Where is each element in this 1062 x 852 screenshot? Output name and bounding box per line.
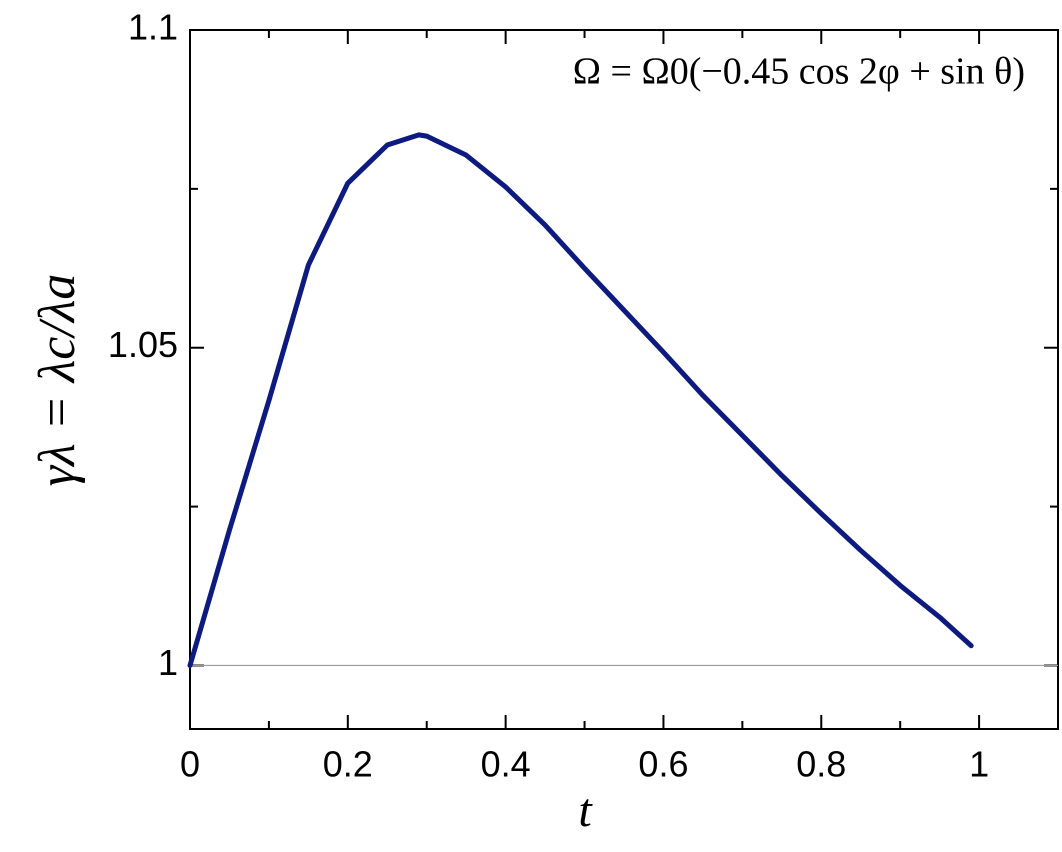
plot-frame [189, 29, 1059, 730]
x-tick-label: 0.8 [796, 744, 846, 785]
annotation: Ω = Ω0(−0.45 cos 2φ + sin θ) [573, 51, 1025, 93]
x-tick-label: 0.6 [638, 744, 688, 785]
x-tick-label: 0.2 [323, 744, 373, 785]
x-tick-label: 0 [180, 744, 200, 785]
data-line [187, 132, 974, 668]
y-tick-label: 1 [158, 642, 178, 683]
y-tick-label: 1.1 [128, 7, 178, 48]
x-axis-label: t [578, 784, 593, 837]
x-tick-label: 0.4 [481, 744, 531, 785]
y-axis-label: γλ = λc/λa [29, 274, 86, 487]
x-tick-label: 1 [969, 744, 989, 785]
y-tick-label: 1.05 [108, 324, 178, 365]
